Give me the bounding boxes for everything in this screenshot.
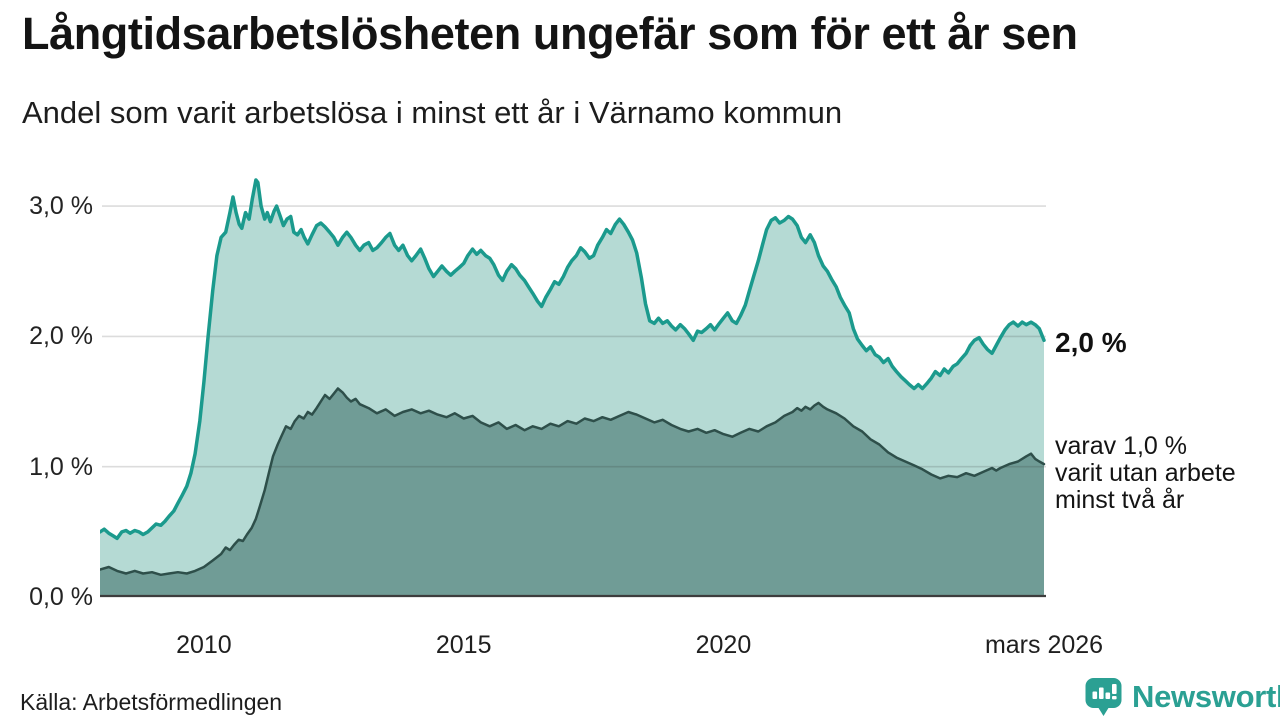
page-subtitle: Andel som varit arbetslösa i minst ett å… xyxy=(22,95,843,130)
page-title: Långtidsarbetslösheten ungefär som för e… xyxy=(22,8,1078,59)
end-series-label-line-1: varav 1,0 % xyxy=(1055,432,1188,460)
area-chart xyxy=(100,178,1046,598)
y-axis-label-30: 3,0 % xyxy=(29,192,93,221)
series-fill-arbetslosa-minst-tva-ar xyxy=(100,388,1044,597)
y-axis-label-20: 2,0 % xyxy=(29,322,93,351)
x-axis-label-2015: 2015 xyxy=(435,631,492,659)
x-axis-label-2020: 2020 xyxy=(695,631,752,659)
newsworthy-logo: Newsworthy xyxy=(1084,676,1280,718)
newsworthy-pin-icon xyxy=(1085,678,1122,716)
source-text: Källa: Arbetsförmedlingen xyxy=(20,689,283,715)
end-series-label-line-2: varit utan arbete xyxy=(1055,459,1236,487)
y-axis-label-10: 1,0 % xyxy=(29,452,93,481)
x-axis-label-mars-2026: mars 2026 xyxy=(984,631,1104,659)
series-line-arbetslosa-minst-ett-ar xyxy=(100,178,1046,541)
newsworthy-wordmark: Newsworthy xyxy=(1132,679,1280,714)
x-axis-label-2010: 2010 xyxy=(176,631,232,659)
y-axis-label-00: 0,0 % xyxy=(29,583,93,611)
series-line-arbetslosa-minst-tva-ar xyxy=(100,387,1046,577)
end-series-label: varav 1,0 % varit utan arbete minst två år xyxy=(1055,433,1236,514)
end-series-label-line-3: minst två år xyxy=(1055,486,1185,514)
end-value-label: 2,0 % xyxy=(1055,327,1127,358)
